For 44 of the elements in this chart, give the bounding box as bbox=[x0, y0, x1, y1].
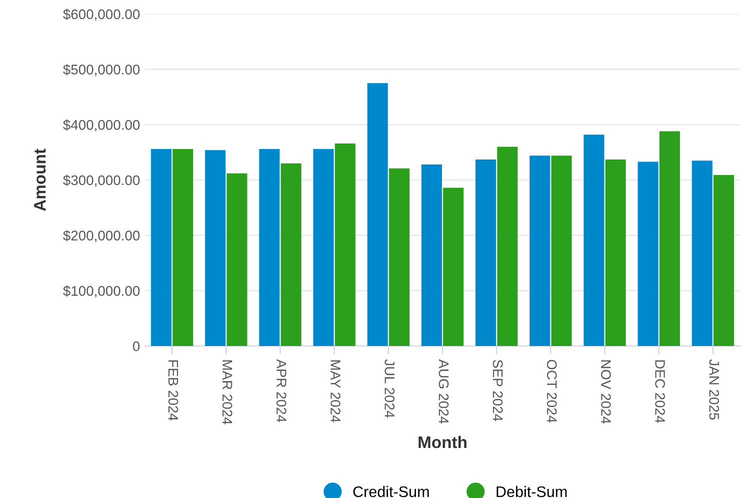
bar bbox=[388, 168, 410, 346]
legend-label: Debit-Sum bbox=[496, 486, 567, 498]
x-tick-label: NOV 2024 bbox=[601, 360, 611, 424]
bar bbox=[150, 149, 172, 346]
bar bbox=[259, 149, 280, 346]
x-tick-label: JAN 2025 bbox=[709, 359, 720, 420]
x-tick-label: DEC 2024 bbox=[655, 360, 665, 423]
x-tick-label: AUG 2024 bbox=[438, 359, 449, 424]
y-tick-label: $500,000.00 bbox=[63, 64, 140, 76]
x-tick-label: MAY 2024 bbox=[330, 360, 340, 422]
bar bbox=[497, 146, 518, 346]
x-tick-label: FEB 2024 bbox=[168, 360, 178, 421]
x-tick-label: SEP 2024 bbox=[492, 360, 503, 422]
bar bbox=[692, 160, 712, 346]
y-tick-label: $600,000.00 bbox=[63, 8, 140, 21]
x-tick-label: OCT 2024 bbox=[546, 360, 557, 423]
x-axis-title: Month bbox=[418, 436, 466, 448]
bar bbox=[659, 131, 680, 346]
bar bbox=[475, 160, 496, 346]
bar bbox=[172, 149, 194, 346]
bar bbox=[638, 162, 658, 346]
bar bbox=[205, 150, 226, 346]
bar bbox=[313, 149, 334, 346]
y-tick-label: $100,000.00 bbox=[63, 285, 140, 298]
bar bbox=[584, 134, 604, 346]
x-tick-label: JUL 2024 bbox=[384, 359, 395, 418]
bar bbox=[226, 173, 248, 346]
bar bbox=[421, 164, 442, 346]
bar bbox=[551, 156, 572, 346]
y-axis-title: Amount bbox=[34, 148, 46, 212]
bar bbox=[713, 175, 734, 346]
bar bbox=[443, 188, 464, 346]
y-tick-label: 0 bbox=[132, 341, 140, 352]
bar bbox=[334, 143, 356, 346]
y-tick-label: $300,000.00 bbox=[63, 174, 140, 187]
bar bbox=[605, 160, 626, 346]
bar bbox=[530, 156, 550, 346]
x-tick-label: APR 2024 bbox=[276, 359, 286, 422]
y-tick-label: $200,000.00 bbox=[63, 230, 140, 242]
x-tick-label: MAR 2024 bbox=[222, 360, 232, 424]
y-tick-label: $400,000.00 bbox=[63, 119, 140, 132]
legend-label: Credit-Sum bbox=[353, 486, 429, 498]
bar bbox=[280, 163, 302, 346]
bar bbox=[367, 83, 388, 346]
